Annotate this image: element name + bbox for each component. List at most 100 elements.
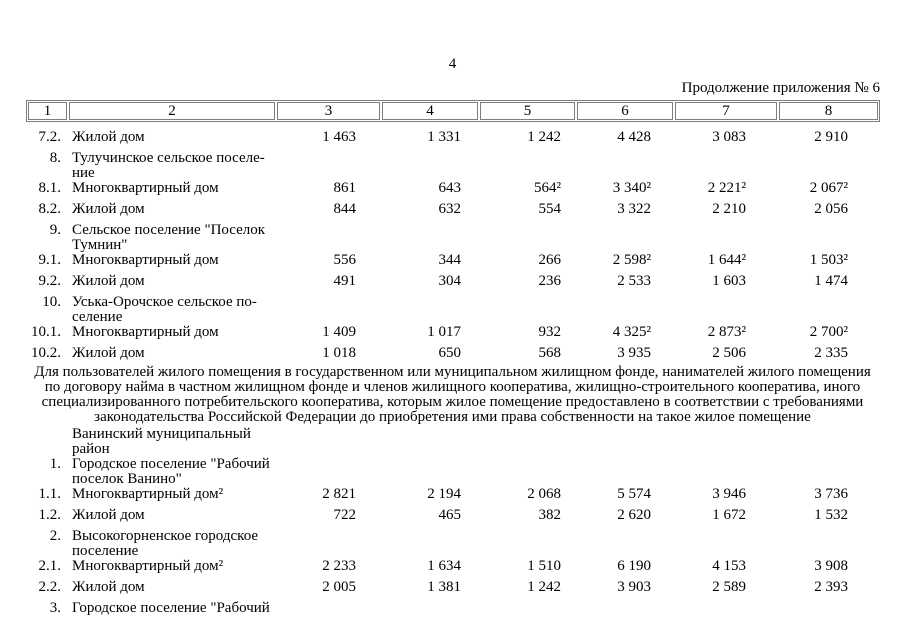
row-name: Многоквартирный дом²	[66, 559, 276, 574]
value-col-8: 2 393	[814, 579, 848, 595]
table-row: 10. Уська-Орочское сельское по-селение	[26, 295, 882, 325]
row-name-line: Высокогорненское городское	[72, 528, 259, 544]
value-col-6: 2 533	[617, 273, 651, 289]
table-row: 9. Сельское поселение "Поселок Тумнин"	[26, 223, 882, 253]
row-number: 1.	[49, 456, 61, 472]
row-name: Тулучинское сельское поселе-ние	[66, 151, 276, 181]
row-number: 2.	[49, 528, 61, 544]
note-line: Для пользователей жилого помещения в гос…	[34, 364, 871, 380]
value-col-7: 1 603	[712, 273, 746, 289]
value-col-7: 3 946	[712, 486, 746, 502]
row-name-line: селение	[72, 309, 123, 325]
table-row: 2.1. Многоквартирный дом² 2 233 1 634 1 510 6…	[26, 559, 882, 574]
row-name-line: Жилой дом	[72, 345, 145, 361]
table-row: 7.2. Жилой дом 1 463 1 331 1 242 4 428 3 083 2 …	[26, 130, 882, 145]
row-name-line: поселение	[72, 543, 139, 559]
value-col-8: 2 056	[814, 201, 848, 217]
value-col-4: 344	[438, 252, 462, 268]
value-col-3: 861	[333, 180, 357, 196]
row-name-line: Ванинский муниципальный	[72, 426, 251, 442]
header-cell-5: 5	[480, 102, 575, 120]
row-name: Жилой дом	[66, 508, 276, 523]
value-col-8: 2 700²	[809, 324, 848, 340]
rows-section-bottom: Ванинский муниципальный район 1. Городское …	[26, 427, 882, 616]
value-col-4: 304	[438, 273, 462, 289]
value-col-8: 1 532	[814, 507, 848, 523]
value-col-6: 2 620	[617, 507, 651, 523]
value-col-5: 2 068	[527, 486, 561, 502]
value-col-4: 1 381	[427, 579, 461, 595]
header-cell-4: 4	[382, 102, 478, 120]
value-col-4: 650	[438, 345, 462, 361]
note-line: законодательства Российской Федерации до…	[94, 409, 811, 425]
value-col-5: 1 242	[527, 129, 561, 145]
value-col-7: 3 083	[712, 129, 746, 145]
row-number: 1.2.	[38, 507, 62, 523]
table-row: 1.1. Многоквартирный дом² 2 821 2 194 2 068 5…	[26, 487, 882, 502]
value-col-5: 568	[538, 345, 562, 361]
value-col-5: 382	[538, 507, 562, 523]
table-row: 2.2. Жилой дом 2 005 1 381 1 242 3 903 2 589 2 …	[26, 580, 882, 595]
table-row: 8. Тулучинское сельское поселе-ние	[26, 151, 882, 181]
value-col-3: 722	[333, 507, 357, 523]
value-col-3: 2 233	[322, 558, 356, 574]
value-col-6: 4 428	[617, 129, 651, 145]
row-name: Многоквартирный дом	[66, 253, 276, 268]
row-number: 10.1.	[31, 324, 61, 340]
row-name: Ванинский муниципальный район	[66, 427, 276, 457]
row-number: 10.2.	[31, 345, 61, 361]
table-row: 10.1. Многоквартирный дом 1 409 1 017 932 4 3…	[26, 325, 882, 340]
value-col-5: 554	[538, 201, 562, 217]
row-name: Жилой дом	[66, 346, 276, 361]
value-col-4: 1 634	[427, 558, 461, 574]
row-name-line: Тумнин"	[72, 237, 128, 253]
row-number: 2.2.	[38, 579, 62, 595]
header-cell-3: 3	[277, 102, 380, 120]
row-number: 8.2.	[38, 201, 62, 217]
table-row: 9.2. Жилой дом 491 304 236 2 533 1 603 1 474	[26, 274, 882, 289]
row-name-line: район	[72, 441, 110, 457]
table-row: 8.2. Жилой дом 844 632 554 3 322 2 210 2 056	[26, 202, 882, 217]
value-col-8: 2 067²	[809, 180, 848, 196]
value-col-5: 236	[538, 273, 562, 289]
row-name-line: Жилой дом	[72, 579, 145, 595]
row-name: Жилой дом	[66, 274, 276, 289]
value-col-5: 1 510	[527, 558, 561, 574]
rows-section-top: 7.2. Жилой дом 1 463 1 331 1 242 4 428 3 083 2 …	[26, 130, 882, 361]
continuation-caption: Продолжение приложения № 6	[681, 80, 880, 96]
table-row: 10.2. Жилой дом 1 018 650 568 3 935 2 506 2 335	[26, 346, 882, 361]
row-name: Многоквартирный дом	[66, 181, 276, 196]
value-col-7: 2 873²	[707, 324, 746, 340]
value-col-4: 643	[438, 180, 462, 196]
value-col-6: 5 574	[617, 486, 651, 502]
value-col-3: 2 821	[322, 486, 356, 502]
value-col-6: 2 598²	[612, 252, 651, 268]
table-row: Ванинский муниципальный район	[26, 427, 882, 457]
row-name: Многоквартирный дом	[66, 325, 276, 340]
row-number: 8.	[49, 150, 61, 166]
value-col-8: 2 910	[814, 129, 848, 145]
page-number: 4	[448, 56, 457, 72]
row-name: Жилой дом	[66, 130, 276, 145]
value-col-4: 2 194	[427, 486, 461, 502]
row-name-line: поселок Ванино"	[72, 471, 182, 487]
value-col-3: 844	[333, 201, 357, 217]
note-line: по договору найма в частном жилищном фон…	[44, 379, 861, 395]
row-name-line: Многоквартирный дом	[72, 180, 219, 196]
value-col-7: 2 210	[712, 201, 746, 217]
row-name-line: Уська-Орочское сельское по-	[72, 294, 257, 310]
value-col-6: 3 340²	[612, 180, 651, 196]
value-col-3: 2 005	[322, 579, 356, 595]
value-col-3: 1 463	[322, 129, 356, 145]
note-line: специализированного потребительского коо…	[41, 394, 864, 410]
row-name: Жилой дом	[66, 202, 276, 217]
table-row: 2. Высокогорненское городское поселение	[26, 529, 882, 559]
row-number: 7.2.	[38, 129, 62, 145]
row-number: 3.	[49, 600, 61, 616]
table-row: 3. Городское поселение "Рабочий	[26, 601, 882, 616]
table-body: 7.2. Жилой дом 1 463 1 331 1 242 4 428 3 083 2 …	[26, 130, 882, 622]
row-name-line: Городское поселение "Рабочий	[72, 456, 270, 472]
row-name-line: Многоквартирный дом²	[72, 486, 224, 502]
value-col-5: 1 242	[527, 579, 561, 595]
